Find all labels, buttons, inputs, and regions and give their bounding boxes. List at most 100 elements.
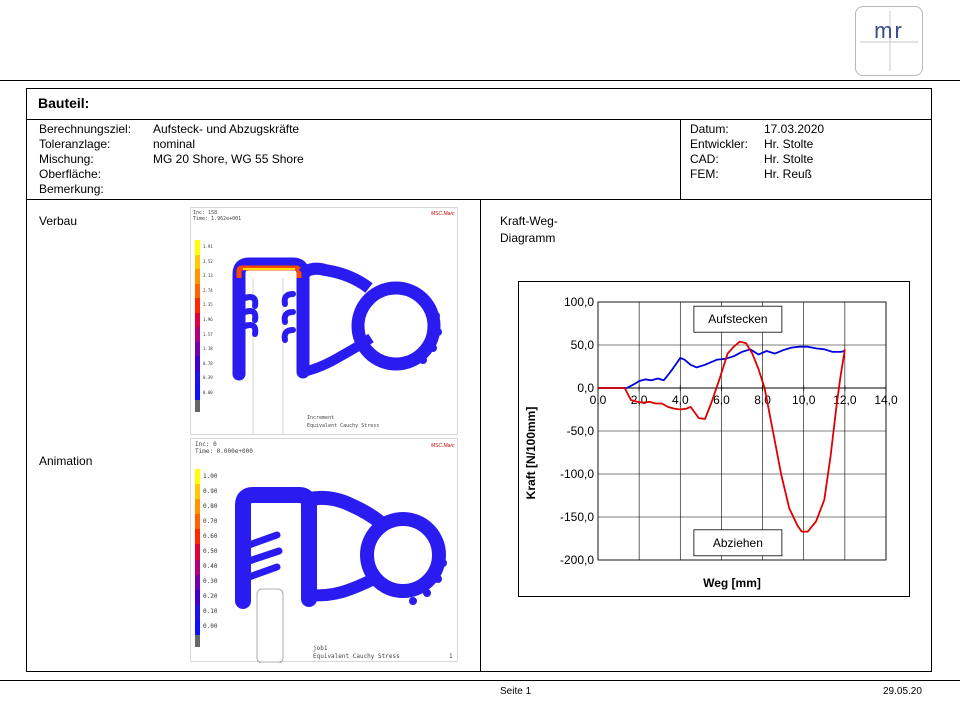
legend-value: 0.78 bbox=[203, 360, 213, 366]
x-tick-label: 0,0 bbox=[590, 393, 607, 407]
legend-swatch bbox=[195, 619, 200, 635]
legend-value: 0.60 bbox=[203, 532, 218, 540]
footer-rule bbox=[0, 680, 960, 681]
legend-value: 1.00 bbox=[203, 472, 218, 480]
report-frame bbox=[26, 88, 932, 672]
legend-swatch bbox=[195, 499, 200, 515]
title-divider bbox=[26, 119, 932, 120]
x-tick-label: 10,0 bbox=[792, 393, 816, 407]
legend-value: 0.00 bbox=[203, 389, 213, 395]
y-tick-label: -150,0 bbox=[560, 510, 594, 524]
info-value: MG 20 Shore, WG 55 Shore bbox=[153, 152, 304, 166]
legend-value: 2.74 bbox=[203, 287, 213, 293]
sim-footer: Increment Equivalent Cauchy Stress bbox=[307, 415, 380, 429]
legend-value: 0.39 bbox=[203, 375, 213, 381]
legend-swatch bbox=[195, 370, 200, 386]
chart-title-line2: Diagramm bbox=[500, 231, 556, 245]
x-tick-label: 4,0 bbox=[672, 393, 689, 407]
legend-value: 0.00 bbox=[203, 623, 218, 631]
chart-x-label: Weg [mm] bbox=[703, 576, 761, 590]
page-number: Seite 1 bbox=[500, 686, 532, 697]
legend-value: 3.52 bbox=[203, 258, 213, 264]
legend-swatch bbox=[195, 469, 200, 485]
info-label: Mischung: bbox=[39, 152, 94, 166]
sim-brand: MSC.Marc bbox=[431, 443, 455, 449]
sim-inc-info: Inc: 158 Time: 1.962e+001 bbox=[193, 210, 242, 222]
section-verbau: Verbau bbox=[39, 214, 78, 228]
info-value: Hr. Reuß bbox=[764, 167, 813, 181]
info-label: Datum: bbox=[690, 122, 729, 136]
info-value: 17.03.2020 bbox=[764, 122, 825, 136]
y-tick-label: 100,0 bbox=[564, 295, 594, 309]
info-label: FEM: bbox=[690, 167, 719, 181]
legend-swatch bbox=[195, 312, 200, 328]
legend-base bbox=[195, 400, 200, 412]
y-tick-label: 50,0 bbox=[571, 338, 595, 352]
info-value: Hr. Stolte bbox=[764, 152, 814, 166]
legend-swatch bbox=[195, 514, 200, 530]
info-column-divider bbox=[680, 119, 681, 199]
legend-value: 0.70 bbox=[203, 517, 218, 525]
page-title: Bauteil: bbox=[38, 95, 90, 111]
section-animation: Animation bbox=[39, 454, 93, 468]
legend-value: 0.40 bbox=[203, 563, 218, 571]
info-value: Hr. Stolte bbox=[764, 137, 814, 151]
info-label: Entwickler: bbox=[690, 137, 749, 151]
annotation-abziehen: Abziehen bbox=[713, 536, 763, 550]
series-line-blue bbox=[598, 345, 846, 389]
y-tick-label: -100,0 bbox=[560, 467, 594, 481]
legend-value: 1.18 bbox=[203, 346, 213, 352]
info-value: Aufsteck- und Abzugskräfte bbox=[153, 122, 300, 136]
x-tick-label: 14,0 bbox=[874, 393, 898, 407]
header-rule bbox=[0, 80, 960, 81]
legend-value: 0.30 bbox=[203, 578, 218, 586]
annotation-box bbox=[693, 529, 783, 557]
legend-swatch bbox=[195, 327, 200, 342]
legend-value: 3.91 bbox=[203, 244, 213, 250]
legend-base bbox=[195, 635, 200, 647]
sim-color-legend: 1.00 0.90 0.80 0.70 0.60 0.50 0.40 0.30 0.20 0.10… bbox=[195, 469, 225, 647]
legend-value: 1.57 bbox=[203, 331, 213, 337]
legend-swatch bbox=[195, 529, 200, 545]
fem-simulation-mounted: Inc: 158 Time: 1.962e+001 MSC.Marc 3.91 3… bbox=[190, 207, 458, 435]
legend-swatch bbox=[195, 254, 200, 270]
legend-swatch bbox=[195, 574, 200, 590]
force-displacement-chart: 100,0 50,0 0,0 -50,0 -100,0 -150,0 -200,0 0,0 2,… bbox=[518, 281, 910, 597]
x-tick-label: 6,0 bbox=[713, 393, 730, 407]
legend-swatch bbox=[195, 559, 200, 575]
series-line-red bbox=[598, 340, 846, 533]
legend-value: 0.90 bbox=[203, 487, 218, 495]
legend-value: 0.50 bbox=[203, 548, 218, 555]
annotation-aufstecken: Aufstecken bbox=[708, 312, 767, 326]
info-label: CAD: bbox=[690, 152, 719, 166]
y-tick-label: 0,0 bbox=[577, 381, 594, 395]
sim-footer: job1 Equivalent Cauchy Stress bbox=[313, 645, 400, 660]
company-logo: mr bbox=[855, 6, 923, 76]
info-label: Oberfläche: bbox=[39, 167, 102, 181]
legend-swatch bbox=[195, 484, 200, 500]
legend-value: 3.13 bbox=[203, 273, 213, 279]
legend-value: 0.80 bbox=[203, 502, 218, 510]
info-label: Berechnungsziel: bbox=[39, 122, 132, 136]
legend-value: 0.20 bbox=[203, 593, 218, 601]
info-divider bbox=[26, 199, 932, 200]
sim-color-legend: 3.91 3.52 3.13 2.74 2.35 1.96 1.57 1.18 0.78 0.39… bbox=[195, 240, 225, 412]
x-tick-label: 12,0 bbox=[833, 393, 857, 407]
legend-swatch bbox=[195, 589, 200, 605]
logo-text: mr bbox=[874, 18, 904, 43]
legend-swatch bbox=[195, 240, 200, 255]
content-column-divider bbox=[480, 199, 481, 672]
x-tick-label: 2,0 bbox=[631, 393, 648, 407]
info-label: Bemerkung: bbox=[39, 182, 104, 196]
sim-footer-number: 1 bbox=[449, 653, 453, 660]
seal-profile-initial bbox=[235, 487, 447, 663]
chart-y-label: Kraft [N/100mm] bbox=[524, 407, 538, 500]
logo-graphic: mr bbox=[860, 11, 918, 71]
legend-swatch bbox=[195, 298, 200, 313]
info-value: nominal bbox=[153, 137, 196, 151]
legend-value: 0.10 bbox=[203, 608, 218, 616]
info-label: Toleranzlage: bbox=[39, 137, 111, 151]
legend-swatch bbox=[195, 269, 200, 284]
y-tick-label: -50,0 bbox=[567, 424, 595, 438]
legend-swatch bbox=[195, 341, 200, 357]
